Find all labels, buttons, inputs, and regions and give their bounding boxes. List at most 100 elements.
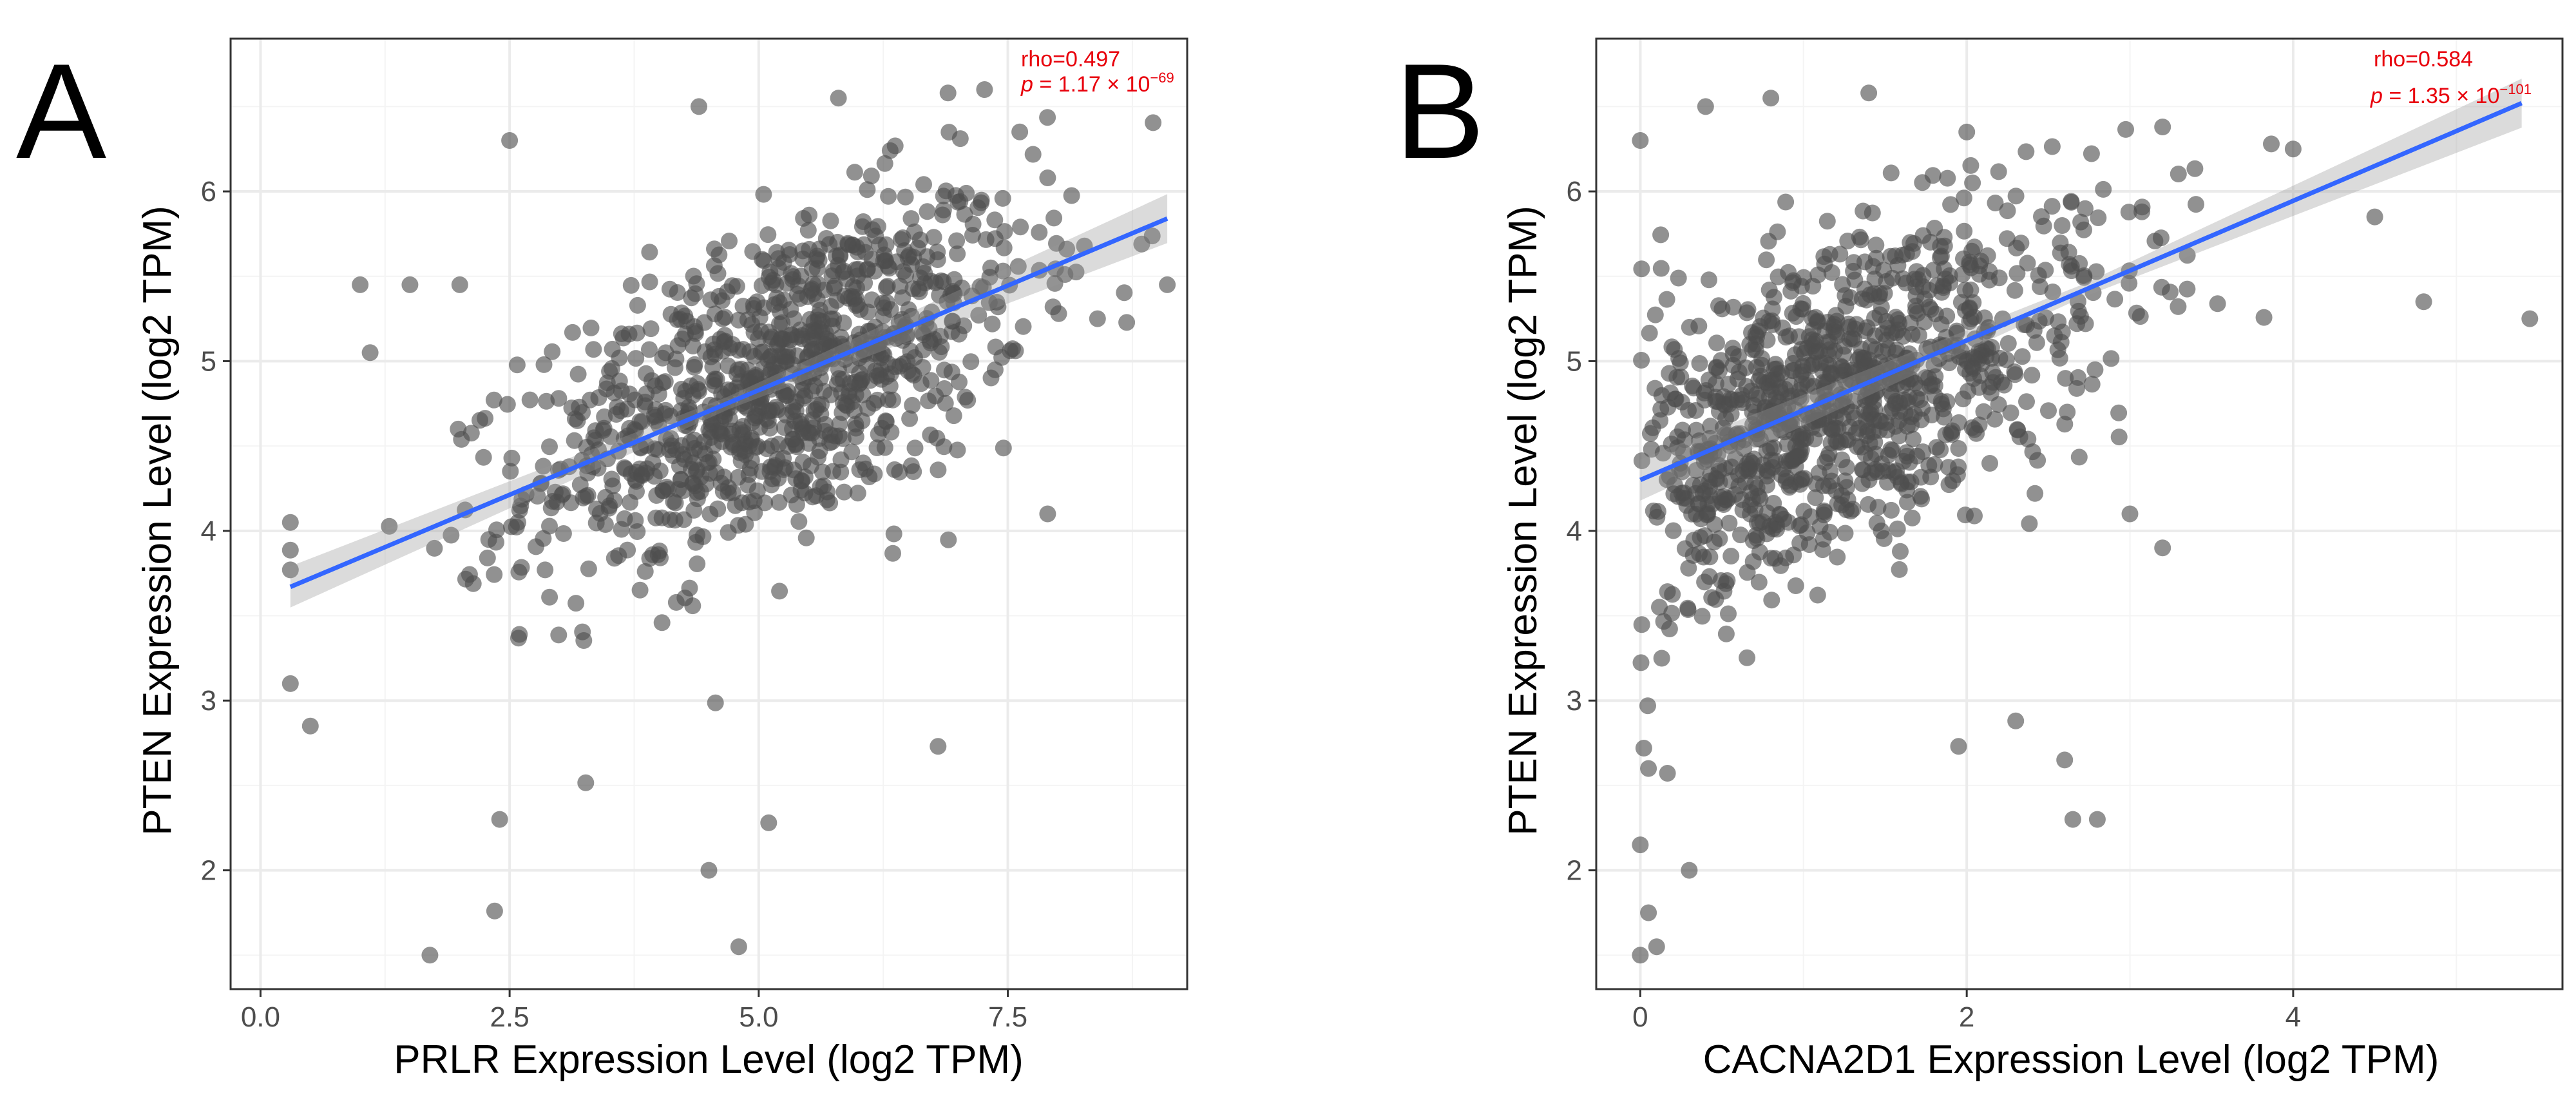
- scatter-point: [2019, 255, 2036, 272]
- scatter-point: [2106, 291, 2124, 308]
- scatter-point: [621, 419, 638, 437]
- scatter-point: [1015, 318, 1032, 335]
- scatter-point: [2366, 208, 2383, 226]
- scatter-point: [885, 525, 902, 543]
- scatter-point: [867, 227, 884, 245]
- scatter-point: [1882, 164, 1900, 182]
- scatter-point: [585, 341, 602, 358]
- scatter-point: [488, 534, 504, 551]
- scatter-point: [544, 343, 561, 360]
- scatter-point: [535, 458, 552, 475]
- scatter-point: [569, 365, 587, 383]
- scatter-point: [499, 396, 516, 413]
- scatter-point: [1780, 479, 1798, 496]
- scatter-point: [873, 371, 890, 388]
- scatter-point: [730, 938, 747, 956]
- scatter-point: [2052, 244, 2069, 262]
- scatter-point: [1661, 621, 1678, 637]
- scatter-point: [1716, 491, 1733, 508]
- scatter-point: [788, 496, 805, 513]
- scatter-point: [776, 291, 793, 309]
- scatter-point: [816, 282, 833, 298]
- scatter-point: [2021, 515, 2038, 532]
- scatter-point: [1680, 401, 1697, 419]
- scatter-point: [1770, 268, 1787, 285]
- scatter-point: [1658, 291, 1675, 308]
- scatter-point: [1763, 592, 1780, 609]
- scatter-point: [421, 947, 439, 964]
- scatter-point: [921, 320, 938, 337]
- scatter-point: [1858, 427, 1875, 444]
- scatter-point: [1733, 390, 1750, 408]
- scatter-point: [1986, 410, 2003, 428]
- scatter-point: [1981, 271, 1998, 289]
- scatter-point: [691, 98, 707, 115]
- scatter-point: [939, 84, 957, 102]
- scatter-point: [706, 377, 723, 394]
- scatter-point: [847, 416, 864, 433]
- scatter-point: [970, 307, 987, 324]
- scatter-point: [1892, 543, 1909, 560]
- scatter-point: [1720, 605, 1737, 622]
- scatter-point: [1722, 548, 1740, 564]
- scatter-point: [1687, 485, 1704, 502]
- scatter-point: [2072, 307, 2089, 325]
- scatter-point: [760, 814, 778, 831]
- axis-ticks-b: 0 2 4 2 3 4 5 6: [1567, 176, 2302, 1033]
- scatter-point: [653, 614, 671, 631]
- scatter-point: [1633, 352, 1650, 369]
- scatter-point: [301, 717, 319, 735]
- scatter-point: [988, 294, 1006, 311]
- scatter-point: [964, 227, 981, 244]
- scatter-point: [2018, 143, 2035, 160]
- y-tick-label: 3: [201, 685, 216, 717]
- scatter-point: [943, 363, 960, 381]
- scatter-point: [1640, 760, 1657, 777]
- scatter-point: [1679, 601, 1697, 618]
- scatter-point: [475, 448, 492, 466]
- scatter-point: [2415, 293, 2432, 311]
- scatter-point: [656, 405, 673, 423]
- scatter-point: [986, 211, 1004, 229]
- scatter-point: [702, 348, 720, 365]
- scatter-point: [951, 130, 969, 148]
- scatter-point: [1658, 471, 1675, 488]
- scatter-point: [706, 305, 723, 323]
- scatter-point: [1701, 271, 1717, 289]
- scatter-point: [1914, 443, 1932, 461]
- scatter-point: [927, 387, 944, 405]
- scatter-point: [1873, 522, 1890, 539]
- scatter-point: [875, 299, 893, 316]
- scatter-point: [588, 500, 605, 517]
- scatter-point: [1889, 321, 1907, 338]
- scatter-point: [700, 862, 718, 879]
- scatter-point: [709, 265, 727, 282]
- scatter-point: [1958, 123, 1976, 140]
- p-value-a: p = 1.17 × 10−69: [1020, 70, 1174, 97]
- scatter-point: [1702, 418, 1719, 435]
- scatter-point: [795, 424, 812, 441]
- scatter-point: [1707, 375, 1724, 392]
- scatter-point: [1056, 266, 1074, 283]
- scatter-point: [562, 494, 580, 512]
- scatter-point: [919, 203, 936, 220]
- scatter-point: [892, 278, 909, 295]
- scatter-point: [822, 310, 839, 327]
- scatter-point: [687, 323, 704, 340]
- scatter-point: [528, 538, 544, 555]
- scatter-point: [1913, 468, 1929, 486]
- scatter-point: [2146, 233, 2164, 249]
- scatter-point: [653, 509, 671, 526]
- scatter-point: [2088, 811, 2106, 828]
- scatter-point: [2186, 160, 2204, 177]
- scatter-point: [564, 323, 581, 341]
- scatter-point: [2052, 334, 2070, 351]
- scatter-point: [685, 358, 703, 376]
- scatter-point: [1651, 599, 1668, 616]
- scatter-point: [818, 491, 835, 508]
- scatter-point: [2007, 366, 2024, 383]
- p-mantissa-b: = 1.35 × 10: [2383, 84, 2500, 108]
- scatter-point: [846, 164, 863, 181]
- scatter-point: [884, 545, 901, 562]
- scatter-point: [510, 630, 527, 647]
